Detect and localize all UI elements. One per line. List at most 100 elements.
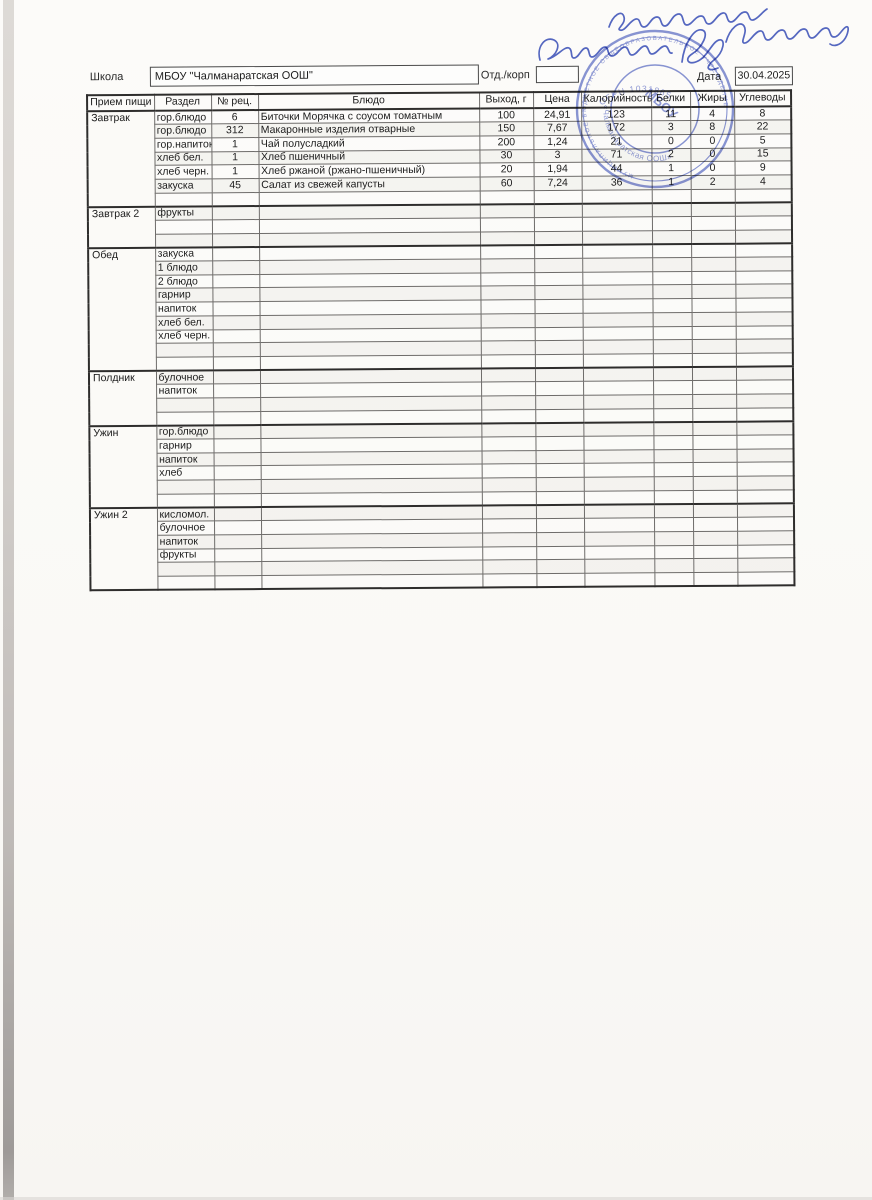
cell-carbs: 22 [734, 120, 792, 135]
cell-fat [691, 339, 736, 354]
handwriting-director-word [538, 38, 673, 61]
cell-razdel: 2 блюдо [155, 274, 213, 289]
cell-out: 150 [479, 121, 534, 136]
cell-carbs [735, 311, 793, 326]
cell-carbs [734, 188, 792, 203]
cell-rec [213, 424, 261, 439]
cell-price [536, 559, 585, 574]
cell-carbs [736, 462, 794, 477]
cell-fat [691, 353, 736, 368]
cell-carbs: 8 [734, 106, 792, 121]
cell-fat [691, 366, 737, 381]
cell-price [535, 449, 584, 464]
cell-out [479, 231, 535, 246]
cell-razdel [155, 356, 213, 371]
cell-price [536, 532, 585, 547]
cell-kcal [582, 367, 654, 382]
cell-kcal [583, 381, 654, 396]
cell-price [535, 491, 584, 506]
cell-fat [692, 476, 737, 491]
cell-carbs [735, 297, 793, 313]
cell-protein [652, 243, 692, 258]
meal-name-1: Завтрак 2 [87, 206, 156, 249]
cell-razdel: напиток [157, 534, 215, 549]
cell-protein [653, 462, 693, 477]
cell-kcal [583, 435, 654, 450]
cell-fat [690, 202, 735, 217]
cell-out: 100 [479, 108, 534, 123]
cell-price [535, 422, 584, 437]
cell-kcal [582, 326, 653, 341]
cell-out [480, 354, 535, 369]
cell-protein [652, 284, 692, 299]
cell-carbs [736, 503, 794, 518]
cell-kcal [583, 490, 654, 505]
cell-kcal [584, 572, 655, 587]
meal-name-2: Обед [88, 247, 156, 372]
cell-rec [214, 548, 262, 563]
cell-kcal [581, 216, 652, 231]
cell-fat [692, 394, 737, 409]
cell-rec [213, 479, 261, 494]
cell-out: 30 [479, 149, 534, 164]
cell-rec [212, 356, 260, 371]
cell-protein [653, 380, 693, 395]
cell-carbs [736, 407, 794, 422]
column-header-3: Блюдо [258, 92, 480, 111]
cell-razdel: закуска [155, 247, 213, 262]
cell-protein [651, 202, 691, 217]
cell-razdel: напиток [156, 452, 214, 467]
cell-carbs [735, 270, 793, 285]
cell-razdel: кисломол. [156, 507, 215, 522]
cell-carbs [736, 380, 794, 395]
cell-kcal [582, 353, 653, 368]
cell-out: 20 [479, 162, 534, 177]
cell-out [481, 381, 536, 396]
cell-fat [691, 270, 736, 285]
cell-rec [213, 383, 261, 398]
cell-rec [213, 465, 261, 480]
cell-razdel: гор.блюдо [154, 110, 212, 125]
cell-kcal [583, 476, 654, 492]
cell-razdel: 1 блюдо [155, 260, 213, 276]
cell-carbs: 9 [734, 161, 792, 176]
cell-protein [652, 326, 692, 340]
cell-fat [692, 421, 737, 436]
column-header-4: Выход, г [479, 92, 534, 109]
cell-kcal [583, 394, 654, 409]
cell-rec [212, 301, 260, 316]
cell-razdel: хлеб бел. [154, 151, 212, 166]
cell-carbs [735, 366, 794, 381]
cell-out [482, 518, 537, 533]
cell-fat [691, 312, 736, 327]
cell-rec [213, 506, 262, 521]
cell-rec [214, 575, 262, 590]
cell-fat [693, 572, 738, 587]
cell-rec [211, 192, 259, 207]
cell-fat [691, 243, 736, 258]
cell-out [479, 203, 534, 218]
cell-out [481, 450, 536, 465]
cell-fat [692, 503, 737, 518]
cell-rec: 1 [211, 151, 259, 166]
cell-price [535, 463, 584, 478]
cell-rec: 312 [211, 123, 259, 138]
cell-kcal [583, 422, 654, 437]
cell-carbs: 15 [734, 147, 792, 162]
cell-rec: 45 [211, 178, 259, 193]
cell-out [480, 313, 535, 328]
cell-price [534, 285, 583, 300]
cell-price [535, 395, 584, 410]
cell-carbs [735, 256, 793, 271]
cell-carbs [736, 448, 794, 463]
cell-kcal [583, 504, 655, 519]
cell-kcal [582, 257, 653, 273]
cell-kcal [584, 517, 655, 533]
cell-out [480, 258, 535, 273]
cell-rec: 6 [211, 110, 259, 125]
cell-protein [654, 531, 694, 546]
cell-out [482, 546, 537, 561]
cell-price [534, 367, 584, 382]
cell-price [534, 244, 583, 259]
cell-rec [214, 534, 262, 549]
